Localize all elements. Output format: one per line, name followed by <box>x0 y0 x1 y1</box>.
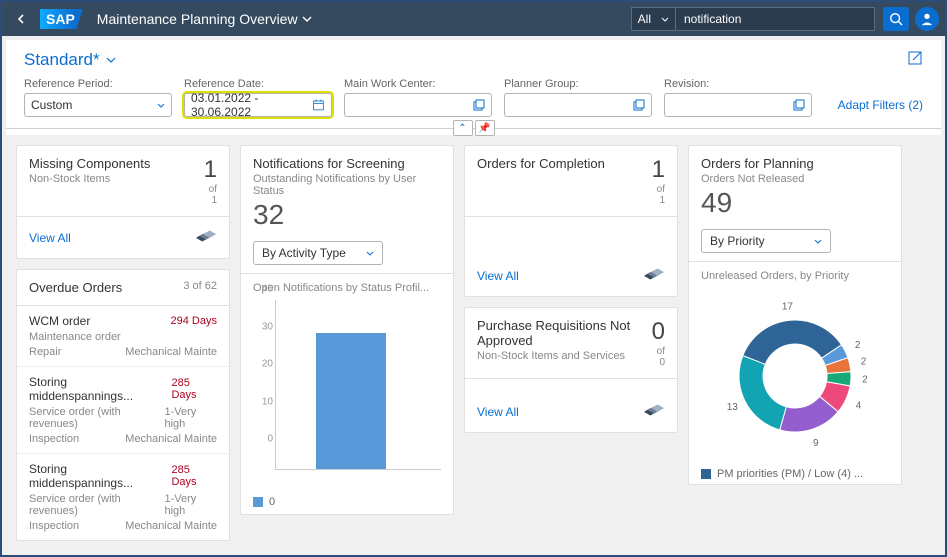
page: Standard* Reference Period: Custom Refer… <box>6 40 941 551</box>
kpi-value: 1 <box>652 156 665 184</box>
svg-text:2: 2 <box>862 375 868 386</box>
filter-label: Revision: <box>664 78 812 90</box>
variant-selector[interactable]: Standard* <box>24 50 923 70</box>
card-title: Purchase Requisitions Not Approved <box>477 318 652 348</box>
filter-label: Planner Group: <box>504 78 652 90</box>
chart-legend: 0 <box>241 490 453 514</box>
priority-select[interactable]: By Priority <box>701 229 831 253</box>
overdue-list: WCM order294 DaysMaintenance orderRepair… <box>17 306 229 540</box>
view-all-link[interactable]: View All <box>477 269 519 283</box>
chart-legend: PM priorities (PM) / Low (4) ... <box>689 464 901 484</box>
missing-components-card: Missing Components Non-Stock Items 1 of … <box>16 145 230 259</box>
back-button[interactable] <box>8 6 34 32</box>
chevron-down-icon <box>157 103 165 108</box>
kpi-value: 32 <box>253 199 441 231</box>
kpi-value: 1 <box>204 156 217 184</box>
kpi-value: 0 <box>652 318 665 346</box>
svg-text:2: 2 <box>855 340 861 351</box>
variant-name: Standard* <box>24 50 100 70</box>
chart-title: Unreleased Orders, by Priority <box>689 270 901 288</box>
card-subtitle: Non-Stock Items and Services <box>477 350 652 362</box>
calendar-icon <box>312 98 325 112</box>
cards-container: Missing Components Non-Stock Items 1 of … <box>6 135 941 551</box>
value-help-icon <box>793 99 805 111</box>
planner-group-input[interactable] <box>504 93 652 117</box>
page-title-text: Maintenance Planning Overview <box>97 11 298 27</box>
overdue-orders-card: Overdue Orders 3 of 62 WCM order294 Days… <box>16 269 230 541</box>
bar-chart: 010203040 <box>241 300 453 490</box>
notifications-card: Notifications for Screening Outstanding … <box>240 145 454 515</box>
reference-date-input[interactable]: 03.01.2022 - 30.06.2022 <box>184 93 332 117</box>
card-subtitle: Non-Stock Items <box>29 173 150 185</box>
revision-input[interactable] <box>664 93 812 117</box>
stack-icon[interactable] <box>195 225 217 250</box>
svg-text:4: 4 <box>856 401 862 412</box>
adapt-filters-link[interactable]: Adapt Filters (2) <box>838 98 923 117</box>
view-all-link[interactable]: View All <box>29 231 71 245</box>
card-title: Overdue Orders <box>29 280 122 295</box>
card-title: Orders for Planning <box>701 156 814 171</box>
svg-text:2: 2 <box>861 357 867 368</box>
caret-down-icon <box>106 57 116 63</box>
card-count: 3 of 62 <box>183 280 217 295</box>
header-search: All <box>631 7 875 31</box>
view-all-link[interactable]: View All <box>477 405 519 419</box>
overdue-item[interactable]: WCM order294 DaysMaintenance orderRepair… <box>17 306 229 366</box>
svg-text:9: 9 <box>813 438 819 449</box>
user-button[interactable] <box>915 7 939 31</box>
orders-planning-card: Orders for Planning Orders Not Released … <box>688 145 902 485</box>
kpi-value: 49 <box>701 187 889 219</box>
pin-header-button[interactable]: 📌 <box>475 120 495 136</box>
chevron-down-icon <box>366 251 374 256</box>
purchase-req-card: Purchase Requisitions Not Approved Non-S… <box>464 307 678 433</box>
donut-chart: 172224913 <box>689 288 901 464</box>
orders-completion-card: Orders for Completion 1 of 1 View All <box>464 145 678 297</box>
svg-text:17: 17 <box>782 301 794 312</box>
main-work-center-input[interactable] <box>344 93 492 117</box>
filter-label: Reference Date: <box>184 78 332 90</box>
overdue-item[interactable]: Storing middenspannings...285 DaysServic… <box>17 453 229 540</box>
sap-logo: SAP <box>34 9 89 29</box>
card-subtitle: Orders Not Released <box>701 173 814 185</box>
search-scope-value: All <box>638 12 651 26</box>
share-button[interactable] <box>907 50 923 66</box>
search-scope-select[interactable]: All <box>631 7 675 31</box>
card-title: Orders for Completion <box>477 156 605 171</box>
filter-label: Reference Period: <box>24 78 172 90</box>
value-help-icon <box>473 99 485 111</box>
collapse-header-button[interactable]: ⌃ <box>453 120 473 136</box>
chevron-down-icon <box>814 239 822 244</box>
reference-period-select[interactable]: Custom <box>24 93 172 117</box>
card-subtitle: Outstanding Notifications by User Status <box>253 173 441 197</box>
card-title: Missing Components <box>29 156 150 171</box>
value-help-icon <box>633 99 645 111</box>
stack-icon[interactable] <box>643 263 665 288</box>
page-title[interactable]: Maintenance Planning Overview <box>89 11 320 27</box>
search-button[interactable] <box>883 7 909 31</box>
stack-icon[interactable] <box>643 399 665 424</box>
svg-text:13: 13 <box>727 402 739 413</box>
search-input[interactable] <box>675 7 875 31</box>
overdue-item[interactable]: Storing middenspannings...285 DaysServic… <box>17 366 229 453</box>
activity-type-select[interactable]: By Activity Type <box>253 241 383 265</box>
shell-header: SAP Maintenance Planning Overview All <box>2 2 945 36</box>
caret-down-icon <box>302 16 312 22</box>
filter-label: Main Work Center: <box>344 78 492 90</box>
filter-bar: Reference Period: Custom Reference Date:… <box>6 70 941 121</box>
card-title: Notifications for Screening <box>253 156 441 171</box>
